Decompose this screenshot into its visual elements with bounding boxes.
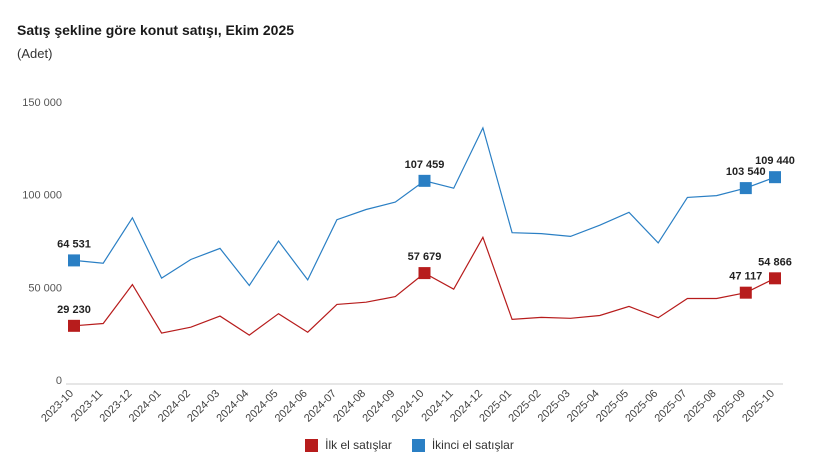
chart-subtitle: (Adet) (17, 46, 53, 61)
series-marker-1 (769, 171, 781, 184)
x-tick-label: 2025-10 (740, 388, 777, 425)
series-marker-1 (418, 174, 431, 187)
series-marker-1 (68, 254, 80, 267)
y-tick-label: 0 (56, 375, 62, 387)
data-labels: 29 230 57 679 47 117 54 866 64 531 107 459 103… (57, 155, 795, 316)
data-label: 64 531 (57, 238, 91, 250)
y-tick-label: 100 000 (22, 190, 62, 202)
data-label: 109 440 (755, 155, 795, 167)
legend-label-second-hand: İkinci el satışlar (431, 438, 514, 452)
data-label: 103 540 (726, 166, 766, 178)
series-layer (68, 126, 781, 336)
series-marker-0 (68, 319, 80, 332)
data-label: 107 459 (405, 159, 445, 171)
legend-label-first-hand: İlk el satışlar (325, 438, 392, 452)
legend-item-first-hand[interactable]: İlk el satışlar (305, 438, 392, 452)
y-tick-label: 50 000 (28, 282, 62, 294)
legend: İlk el satışlar İkinci el satışlar (0, 438, 819, 452)
legend-swatch-first-hand (305, 438, 319, 452)
data-label: 54 866 (758, 256, 792, 268)
series-marker-0 (739, 286, 752, 299)
legend-swatch-second-hand (411, 438, 425, 452)
legend-item-second-hand[interactable]: İkinci el satışlar (411, 438, 514, 452)
data-label: 57 679 (408, 251, 442, 263)
series-marker-0 (418, 267, 431, 280)
data-label: 29 230 (57, 304, 91, 316)
series-marker-1 (739, 182, 752, 195)
series-marker-0 (769, 272, 781, 285)
y-tick-label: 150 000 (22, 97, 62, 109)
x-tick-label: 2023-10 (39, 388, 76, 425)
chart-title: Satış şekline göre konut satışı, Ekim 20… (17, 22, 295, 38)
x-tick-label: 2024-10 (390, 388, 427, 425)
data-label: 47 117 (729, 271, 762, 283)
